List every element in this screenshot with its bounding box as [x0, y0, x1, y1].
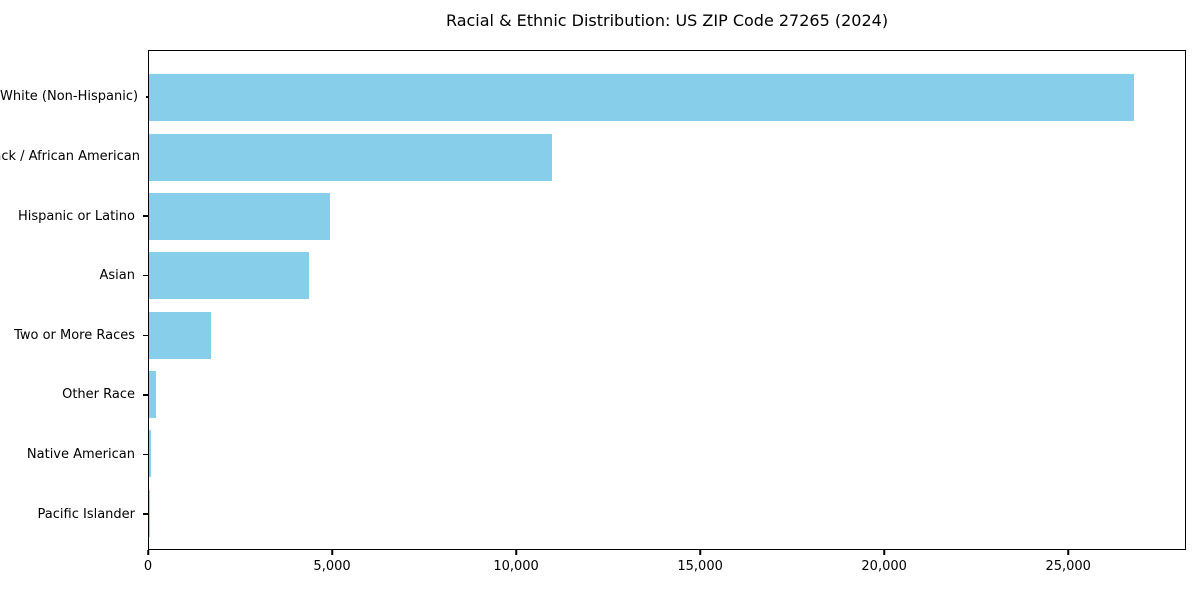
bar-row [149, 306, 1185, 365]
y-axis-tick-mark [143, 453, 148, 456]
bar [149, 133, 553, 181]
y-axis-tick-mark [143, 513, 148, 515]
y-axis-label: Black / African American [0, 148, 140, 164]
x-axis-tick-mark [883, 550, 885, 555]
x-axis-tick-label: 0 [143, 559, 153, 574]
y-axis-label-row: Native American [0, 425, 148, 485]
y-axis-label-row: Hispanic or Latino [0, 186, 148, 246]
bar [149, 311, 212, 359]
y-axis-tick-mark [143, 334, 148, 337]
bar [149, 430, 152, 478]
x-axis: 0 5,000 10,000 15,000 20,000 25,000 [144, 550, 1186, 595]
bar [149, 489, 150, 537]
bar [149, 252, 310, 300]
plot-area [148, 50, 1186, 550]
x-axis-tick-mark [331, 550, 333, 555]
y-axis-tick-mark [143, 215, 148, 217]
x-axis-tick-mark [147, 550, 149, 555]
bar-row [149, 424, 1185, 483]
bar [149, 192, 331, 240]
x-axis-tick-label: 5,000 [313, 559, 351, 574]
y-axis-label-row: Pacific Islander [0, 484, 148, 544]
bar [149, 74, 1135, 122]
x-axis-tick-mark [515, 550, 517, 555]
y-axis-label-row: Other Race [0, 365, 148, 425]
y-axis-labels: White (Non-Hispanic) Black / African Amer… [0, 50, 148, 550]
x-axis-tick-label: 20,000 [861, 559, 907, 574]
bar-row [149, 68, 1185, 127]
y-axis-tick-mark [143, 274, 148, 277]
x-axis-tick-mark [699, 550, 701, 555]
bar-row [149, 246, 1185, 305]
chart-title: Racial & Ethnic Distribution: US ZIP Cod… [445, 11, 889, 30]
bar-row [149, 484, 1185, 543]
y-axis-label: Pacific Islander [37, 506, 135, 522]
y-axis-label-row: Asian [0, 246, 148, 306]
x-axis-tick-label: 10,000 [493, 559, 539, 574]
y-axis-tick-mark [146, 96, 148, 98]
bar-rows [149, 51, 1185, 549]
y-axis-label: Other Race [62, 387, 135, 403]
y-axis-label: Asian [99, 268, 135, 284]
x-axis-tick-mark [1067, 550, 1069, 555]
y-axis-tick-mark [143, 394, 148, 396]
bar [149, 371, 157, 419]
y-axis-label: Two or More Races [14, 327, 135, 343]
y-axis-label: Native American [26, 447, 135, 463]
y-axis-label: White (Non-Hispanic) [0, 89, 139, 105]
x-axis-tick-label: 25,000 [1045, 559, 1091, 574]
y-axis-label-row: White (Non-Hispanic) [0, 67, 148, 127]
y-axis-label: Hispanic or Latino [17, 208, 135, 224]
y-axis-label-row: Black / African American [0, 127, 148, 187]
bar-row [149, 365, 1185, 424]
y-axis-label-row: Two or More Races [0, 306, 148, 366]
bar-row [149, 187, 1185, 246]
bar-row [149, 127, 1185, 186]
x-axis-tick-label: 15,000 [677, 559, 723, 574]
